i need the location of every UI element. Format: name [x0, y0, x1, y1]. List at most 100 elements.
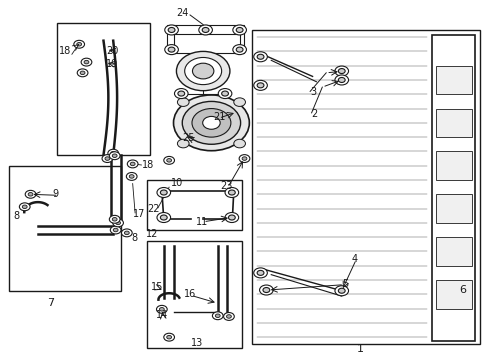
Text: 17: 17 — [132, 209, 145, 219]
Circle shape — [81, 58, 92, 66]
Circle shape — [110, 226, 121, 234]
Circle shape — [232, 45, 246, 55]
Circle shape — [257, 270, 264, 275]
Circle shape — [224, 188, 238, 198]
Text: 20: 20 — [106, 46, 118, 56]
Circle shape — [156, 305, 167, 313]
Circle shape — [199, 25, 212, 35]
Circle shape — [164, 45, 178, 55]
Circle shape — [182, 102, 240, 144]
Circle shape — [177, 98, 189, 107]
Text: 22: 22 — [147, 203, 160, 213]
Text: 11: 11 — [196, 217, 208, 227]
Bar — [435, 152, 470, 180]
Circle shape — [126, 172, 137, 180]
Circle shape — [338, 77, 345, 82]
Circle shape — [163, 157, 174, 164]
Circle shape — [334, 75, 348, 85]
Text: 18: 18 — [142, 160, 154, 170]
Circle shape — [74, 40, 84, 48]
Text: 23: 23 — [220, 181, 232, 192]
Circle shape — [166, 336, 171, 339]
Circle shape — [113, 228, 118, 232]
Circle shape — [221, 91, 228, 96]
Bar — [435, 237, 470, 266]
Text: 24: 24 — [176, 8, 188, 18]
Text: 6: 6 — [458, 285, 466, 295]
Text: 16: 16 — [183, 289, 196, 299]
Text: 2: 2 — [311, 109, 317, 119]
Text: 21: 21 — [212, 112, 225, 122]
Text: 9: 9 — [52, 189, 59, 199]
Text: 12: 12 — [146, 229, 158, 239]
Circle shape — [263, 288, 269, 293]
Circle shape — [127, 160, 138, 168]
Circle shape — [77, 42, 81, 46]
Bar — [435, 194, 470, 223]
Circle shape — [160, 190, 167, 195]
Circle shape — [232, 25, 246, 35]
Text: 8: 8 — [131, 233, 138, 243]
Circle shape — [338, 68, 345, 73]
Circle shape — [129, 175, 134, 178]
Circle shape — [164, 25, 178, 35]
Circle shape — [202, 27, 208, 32]
Circle shape — [257, 54, 264, 59]
Circle shape — [173, 95, 249, 151]
Circle shape — [163, 333, 174, 341]
Circle shape — [25, 190, 36, 198]
Circle shape — [226, 315, 231, 318]
Circle shape — [102, 155, 113, 162]
Circle shape — [121, 229, 132, 237]
Circle shape — [168, 27, 175, 32]
Text: 5: 5 — [341, 279, 347, 289]
Text: 25: 25 — [183, 133, 195, 143]
Text: 3: 3 — [309, 87, 316, 98]
Circle shape — [22, 205, 27, 208]
Circle shape — [124, 231, 129, 235]
Circle shape — [192, 109, 230, 137]
Circle shape — [242, 157, 246, 160]
Circle shape — [334, 66, 348, 76]
Bar — [435, 280, 470, 309]
Circle shape — [168, 47, 175, 52]
Circle shape — [184, 58, 221, 85]
Circle shape — [28, 193, 33, 196]
Circle shape — [130, 162, 135, 166]
Circle shape — [20, 203, 30, 211]
Circle shape — [108, 149, 118, 157]
Circle shape — [116, 221, 120, 225]
Bar — [57, 23, 149, 155]
Circle shape — [157, 212, 170, 222]
Circle shape — [177, 139, 189, 148]
Circle shape — [105, 157, 110, 160]
Circle shape — [236, 47, 243, 52]
Bar — [166, 24, 244, 53]
Circle shape — [192, 63, 213, 79]
Bar — [147, 241, 242, 348]
Text: 1: 1 — [356, 343, 363, 354]
Circle shape — [176, 51, 229, 91]
Circle shape — [259, 285, 273, 295]
Circle shape — [178, 91, 184, 96]
Bar — [435, 109, 470, 137]
Circle shape — [236, 27, 243, 32]
Text: 18: 18 — [59, 46, 71, 56]
Circle shape — [224, 212, 238, 222]
Text: 13: 13 — [191, 338, 203, 348]
Circle shape — [77, 69, 88, 77]
Text: 7: 7 — [47, 298, 55, 308]
Circle shape — [166, 159, 171, 162]
Circle shape — [223, 312, 234, 320]
Circle shape — [80, 71, 85, 75]
Circle shape — [233, 139, 245, 148]
Circle shape — [112, 154, 117, 157]
Bar — [251, 30, 479, 344]
Circle shape — [253, 268, 267, 278]
Circle shape — [109, 215, 120, 223]
Circle shape — [334, 286, 348, 296]
Text: 8: 8 — [14, 211, 20, 221]
Circle shape — [239, 155, 249, 162]
Circle shape — [113, 219, 123, 227]
Circle shape — [157, 188, 170, 198]
